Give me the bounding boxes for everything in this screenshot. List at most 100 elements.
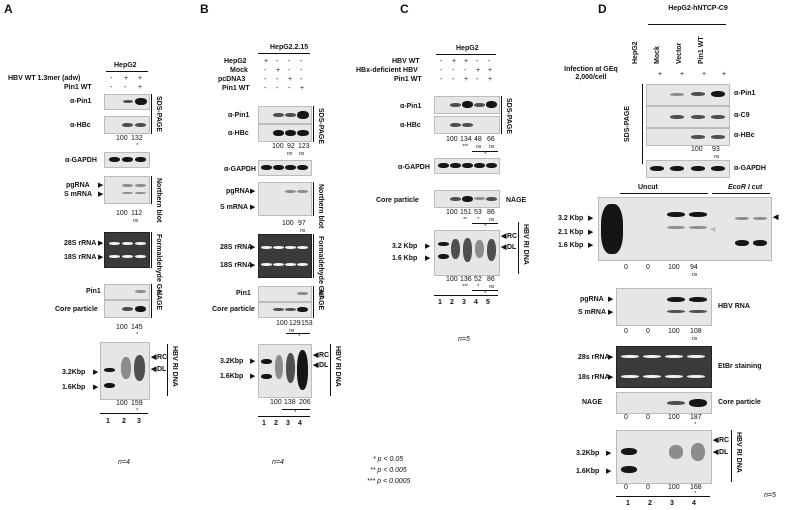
- lane-number: 1: [106, 418, 110, 425]
- sign: -: [440, 58, 443, 65]
- size-marker: 1.6 Kbp: [392, 255, 418, 262]
- column-label: Mock: [654, 46, 661, 64]
- size-marker: 3.2Kbp: [220, 358, 244, 365]
- n-count: n=4: [272, 459, 284, 466]
- sign: -: [476, 76, 479, 83]
- lane-number: 2: [122, 418, 126, 425]
- nage-method-label: NAGE: [582, 399, 603, 406]
- southern-blot: [434, 230, 500, 276]
- nage-label: Core particle: [55, 306, 98, 313]
- quant-value: 100: [116, 324, 128, 331]
- quant-value: 100: [116, 400, 128, 407]
- sign: -: [288, 58, 291, 65]
- quant-value: 0: [646, 414, 650, 421]
- dna-form-label: DL: [507, 244, 517, 251]
- dna-form-label: RC: [157, 354, 168, 361]
- panel-letter: A: [4, 2, 13, 16]
- quant-value: 123: [298, 143, 310, 150]
- sign: +: [138, 75, 143, 82]
- lane-number: 5: [486, 299, 490, 306]
- significance-mark: *: [136, 408, 138, 414]
- dna-form-label: DL: [319, 362, 329, 369]
- quant-value: 100: [668, 484, 680, 491]
- significance-mark: *: [694, 422, 696, 428]
- sign: -: [488, 58, 491, 65]
- sign: -: [300, 76, 303, 83]
- quant-value: 0: [624, 484, 628, 491]
- significance-mark: *: [298, 334, 300, 340]
- treatment-label: HBV WT: [392, 58, 420, 65]
- rna-label: pgRNA: [66, 182, 90, 189]
- northern-blot: [258, 182, 312, 216]
- treatment-label: Pin1 WT: [222, 85, 250, 92]
- quant-value: 100: [282, 220, 294, 227]
- rna-label: pgRNA: [580, 296, 604, 303]
- sign: +: [124, 75, 129, 82]
- nage-label: Pin1: [86, 288, 101, 295]
- western-blot: [258, 124, 312, 142]
- lane-number: 1: [626, 500, 630, 507]
- sign: +: [722, 71, 727, 78]
- significance-mark: ns: [476, 144, 482, 150]
- significance-mark: *: [477, 284, 479, 290]
- panel-letter: C: [400, 2, 409, 16]
- western-blot: [258, 160, 312, 176]
- significance-mark: ns: [489, 144, 495, 150]
- sign: +: [264, 58, 269, 65]
- size-marker: 3.2 Kbp: [558, 215, 584, 222]
- quant-value: 100: [668, 414, 680, 421]
- treatment-label: Mock: [230, 67, 248, 74]
- uncut-label: Uncut: [638, 184, 658, 191]
- sign: -: [288, 67, 291, 74]
- quant-value: 159: [131, 400, 143, 407]
- quant-value: 151: [460, 209, 472, 216]
- lane-number: 4: [474, 299, 478, 306]
- significance-mark: ns: [300, 228, 306, 234]
- western-blot: [646, 160, 730, 178]
- sds-page-label: SDS-PAGE: [155, 96, 162, 133]
- panel-letter: D: [598, 2, 607, 16]
- sign: -: [276, 85, 279, 92]
- sign: -: [464, 67, 467, 74]
- rna-label: S mRNA: [220, 204, 249, 211]
- blot-label: α-GAPDH: [734, 165, 766, 172]
- quant-value: 100: [446, 209, 458, 216]
- western-blot: [104, 94, 150, 110]
- p-legend: * p < 0.05: [373, 456, 404, 463]
- blot-label: α-HBc: [400, 122, 421, 129]
- sign: -: [452, 76, 455, 83]
- quant-value: 86: [487, 209, 495, 216]
- quant-value: 100: [276, 320, 288, 327]
- dna-form-label: DL: [719, 449, 729, 456]
- sign: -: [264, 85, 267, 92]
- southern-blot: [100, 342, 150, 400]
- northern-label: Northern blot: [317, 184, 324, 229]
- blot-label: α-HBc: [228, 130, 249, 137]
- blot-label: α-GAPDH: [398, 164, 430, 171]
- western-blot: [434, 116, 500, 134]
- dna-label: HBV RI DNA: [171, 346, 178, 387]
- significance-mark: *: [294, 410, 296, 416]
- nage-blot: [104, 284, 150, 300]
- significance-mark: ns: [289, 328, 295, 334]
- blot-label: α-Pin1: [70, 98, 92, 105]
- sign: -: [124, 84, 127, 91]
- n-count: n=5: [764, 492, 776, 499]
- sign: +: [138, 84, 143, 91]
- western-blot: [646, 84, 730, 106]
- northern-label: Northern blot: [155, 178, 162, 223]
- significance-mark: ns: [287, 151, 293, 157]
- quant-value: 53: [474, 209, 482, 216]
- dna-label: HBV RI DNA: [334, 346, 341, 387]
- quant-value: 0: [646, 484, 650, 491]
- dna-form-label: RC: [319, 352, 330, 359]
- quant-value: 187: [690, 414, 702, 421]
- quant-value: 145: [131, 324, 143, 331]
- quant-value: 100: [446, 136, 458, 143]
- quant-value: 129: [289, 320, 301, 327]
- quant-value: 0: [624, 414, 628, 421]
- cell-line-label: HepG2: [114, 62, 137, 69]
- formaldehyde-label: Formaldehyde Gel: [317, 236, 324, 298]
- sign: +: [300, 85, 305, 92]
- southern-blot: [598, 197, 772, 261]
